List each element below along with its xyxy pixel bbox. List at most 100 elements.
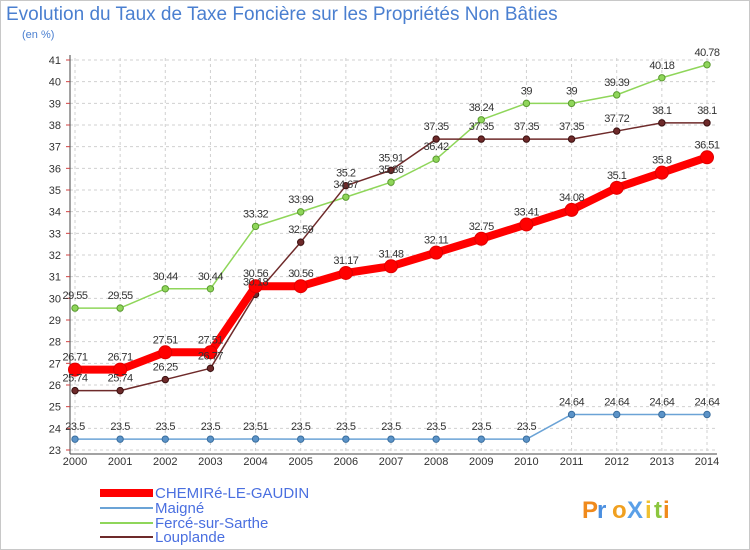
data-point-chemire — [700, 150, 714, 165]
data-label-ferce: 39 — [566, 85, 578, 97]
data-label-louplande: 25.74 — [62, 373, 87, 385]
data-label-maigne: 24.64 — [649, 396, 674, 408]
data-label-maigne: 23.51 — [243, 421, 268, 433]
y-tick-label: 33 — [49, 228, 61, 240]
data-label-chemire: 26.71 — [62, 352, 87, 364]
data-label-maigne: 24.64 — [559, 396, 584, 408]
data-point-ferce — [703, 61, 711, 69]
data-point-maigne — [432, 435, 440, 443]
data-point-chemire — [113, 362, 128, 377]
data-labels: 26.71 26.71 27.51 27.51 30.56 30.56 31.17 31.48… — [62, 47, 720, 433]
data-label-maigne: 23.5 — [381, 421, 401, 433]
legend-label-ferce: Fercé-sur-Sarthe — [155, 515, 268, 532]
x-tick-label: 2012 — [604, 456, 628, 468]
data-point-ferce — [613, 91, 621, 99]
legend-label-maigne: Maigné — [155, 500, 204, 517]
data-point-louplande — [522, 135, 531, 143]
data-point-louplande — [161, 375, 169, 384]
y-tick-label: 38 — [49, 120, 61, 132]
x-tick-label: 2004 — [243, 456, 267, 468]
data-point-chemire — [384, 259, 398, 274]
data-label-maigne: 24.64 — [604, 396, 629, 408]
data-label-maigne: 23.5 — [517, 421, 537, 433]
data-point-chemire — [338, 265, 353, 280]
data-point-maigne — [522, 435, 531, 443]
data-point-chemire — [564, 202, 579, 217]
data-label-chemire: 30.56 — [288, 268, 313, 280]
data-point-louplande — [658, 119, 666, 127]
y-tick-label: 40 — [49, 77, 61, 89]
logo-letter: X — [627, 497, 643, 524]
data-label-ferce: 39.39 — [604, 77, 629, 89]
data-label-maigne: 24.64 — [694, 396, 719, 408]
x-tick-label: 2005 — [288, 456, 312, 468]
data-point-chemire — [248, 279, 263, 294]
data-label-louplande: 32.59 — [288, 224, 313, 236]
data-label-chemire: 30.56 — [243, 268, 268, 280]
data-label-maigne: 23.5 — [426, 421, 446, 433]
chart-title: Evolution du Taux de Taxe Foncière sur l… — [6, 4, 558, 25]
data-point-maigne — [206, 435, 215, 443]
data-label-chemire: 31.48 — [378, 248, 403, 260]
data-label-louplande: 25.74 — [108, 373, 133, 385]
data-label-maigne: 23.5 — [336, 421, 356, 433]
data-label-chemire: 26.71 — [108, 352, 133, 364]
x-tick-label: 2007 — [379, 456, 403, 468]
y-tick-label: 24 — [49, 423, 61, 435]
data-point-maigne — [161, 435, 169, 443]
data-point-chemire — [519, 217, 534, 232]
data-point-chemire — [158, 345, 173, 360]
data-label-chemire: 32.11 — [424, 235, 449, 247]
data-point-ferce — [71, 304, 79, 312]
data-label-chemire: 32.75 — [469, 221, 494, 233]
y-tick-label: 32 — [49, 250, 61, 262]
data-point-ferce — [206, 285, 215, 293]
logo-letter: i — [663, 497, 670, 524]
data-label-chemire: 33.41 — [514, 206, 539, 218]
data-label-louplande: 38.1 — [652, 105, 672, 117]
legend: CHEMIRé-LE-GAUDINMaignéFercé-sur-SartheL… — [100, 485, 309, 546]
data-label-ferce: 33.99 — [288, 194, 313, 206]
data-point-chemire — [68, 362, 82, 377]
y-tick-label: 27 — [49, 358, 61, 370]
y-tick-label: 41 — [49, 55, 61, 67]
data-point-louplande — [703, 119, 711, 127]
x-tick-label: 2013 — [650, 456, 674, 468]
data-label-ferce: 38.24 — [469, 102, 494, 114]
data-point-chemire — [654, 165, 669, 180]
x-tick-label: 2011 — [560, 456, 584, 468]
data-point-louplande — [432, 135, 440, 143]
data-label-ferce: 39 — [521, 85, 533, 97]
data-point-ferce — [297, 208, 305, 216]
data-point-maigne — [297, 435, 305, 443]
logo-letter: i — [645, 497, 652, 524]
data-point-louplande — [297, 238, 305, 246]
data-label-maigne: 23.5 — [110, 421, 130, 433]
data-label-chemire: 34.08 — [559, 192, 584, 204]
data-label-ferce: 29.55 — [108, 290, 133, 302]
data-point-louplande — [613, 127, 621, 135]
data-label-louplande: 38.1 — [697, 105, 717, 117]
logo-letter: t — [654, 497, 662, 524]
data-point-maigne — [387, 435, 395, 443]
data-point-ferce — [432, 155, 440, 163]
data-label-chemire: 27.51 — [153, 334, 178, 346]
data-label-ferce: 40.78 — [694, 47, 719, 59]
data-point-maigne — [251, 435, 260, 443]
x-tick-label: 2008 — [424, 456, 448, 468]
data-label-ferce: 40.18 — [649, 60, 674, 72]
data-label-maigne: 23.5 — [156, 421, 176, 433]
y-tick-label: 26 — [49, 380, 61, 392]
data-point-chemire — [293, 279, 308, 294]
data-point-maigne — [703, 410, 711, 419]
data-label-ferce: 29.55 — [62, 290, 87, 302]
y-tick-label: 31 — [49, 272, 61, 284]
data-label-louplande: 35.2 — [336, 168, 356, 180]
data-label-maigne: 23.5 — [201, 421, 221, 433]
y-tick-label: 34 — [49, 207, 61, 219]
y-tick-label: 39 — [49, 98, 61, 110]
x-tick-label: 2014 — [695, 456, 719, 468]
data-point-maigne — [116, 435, 124, 443]
